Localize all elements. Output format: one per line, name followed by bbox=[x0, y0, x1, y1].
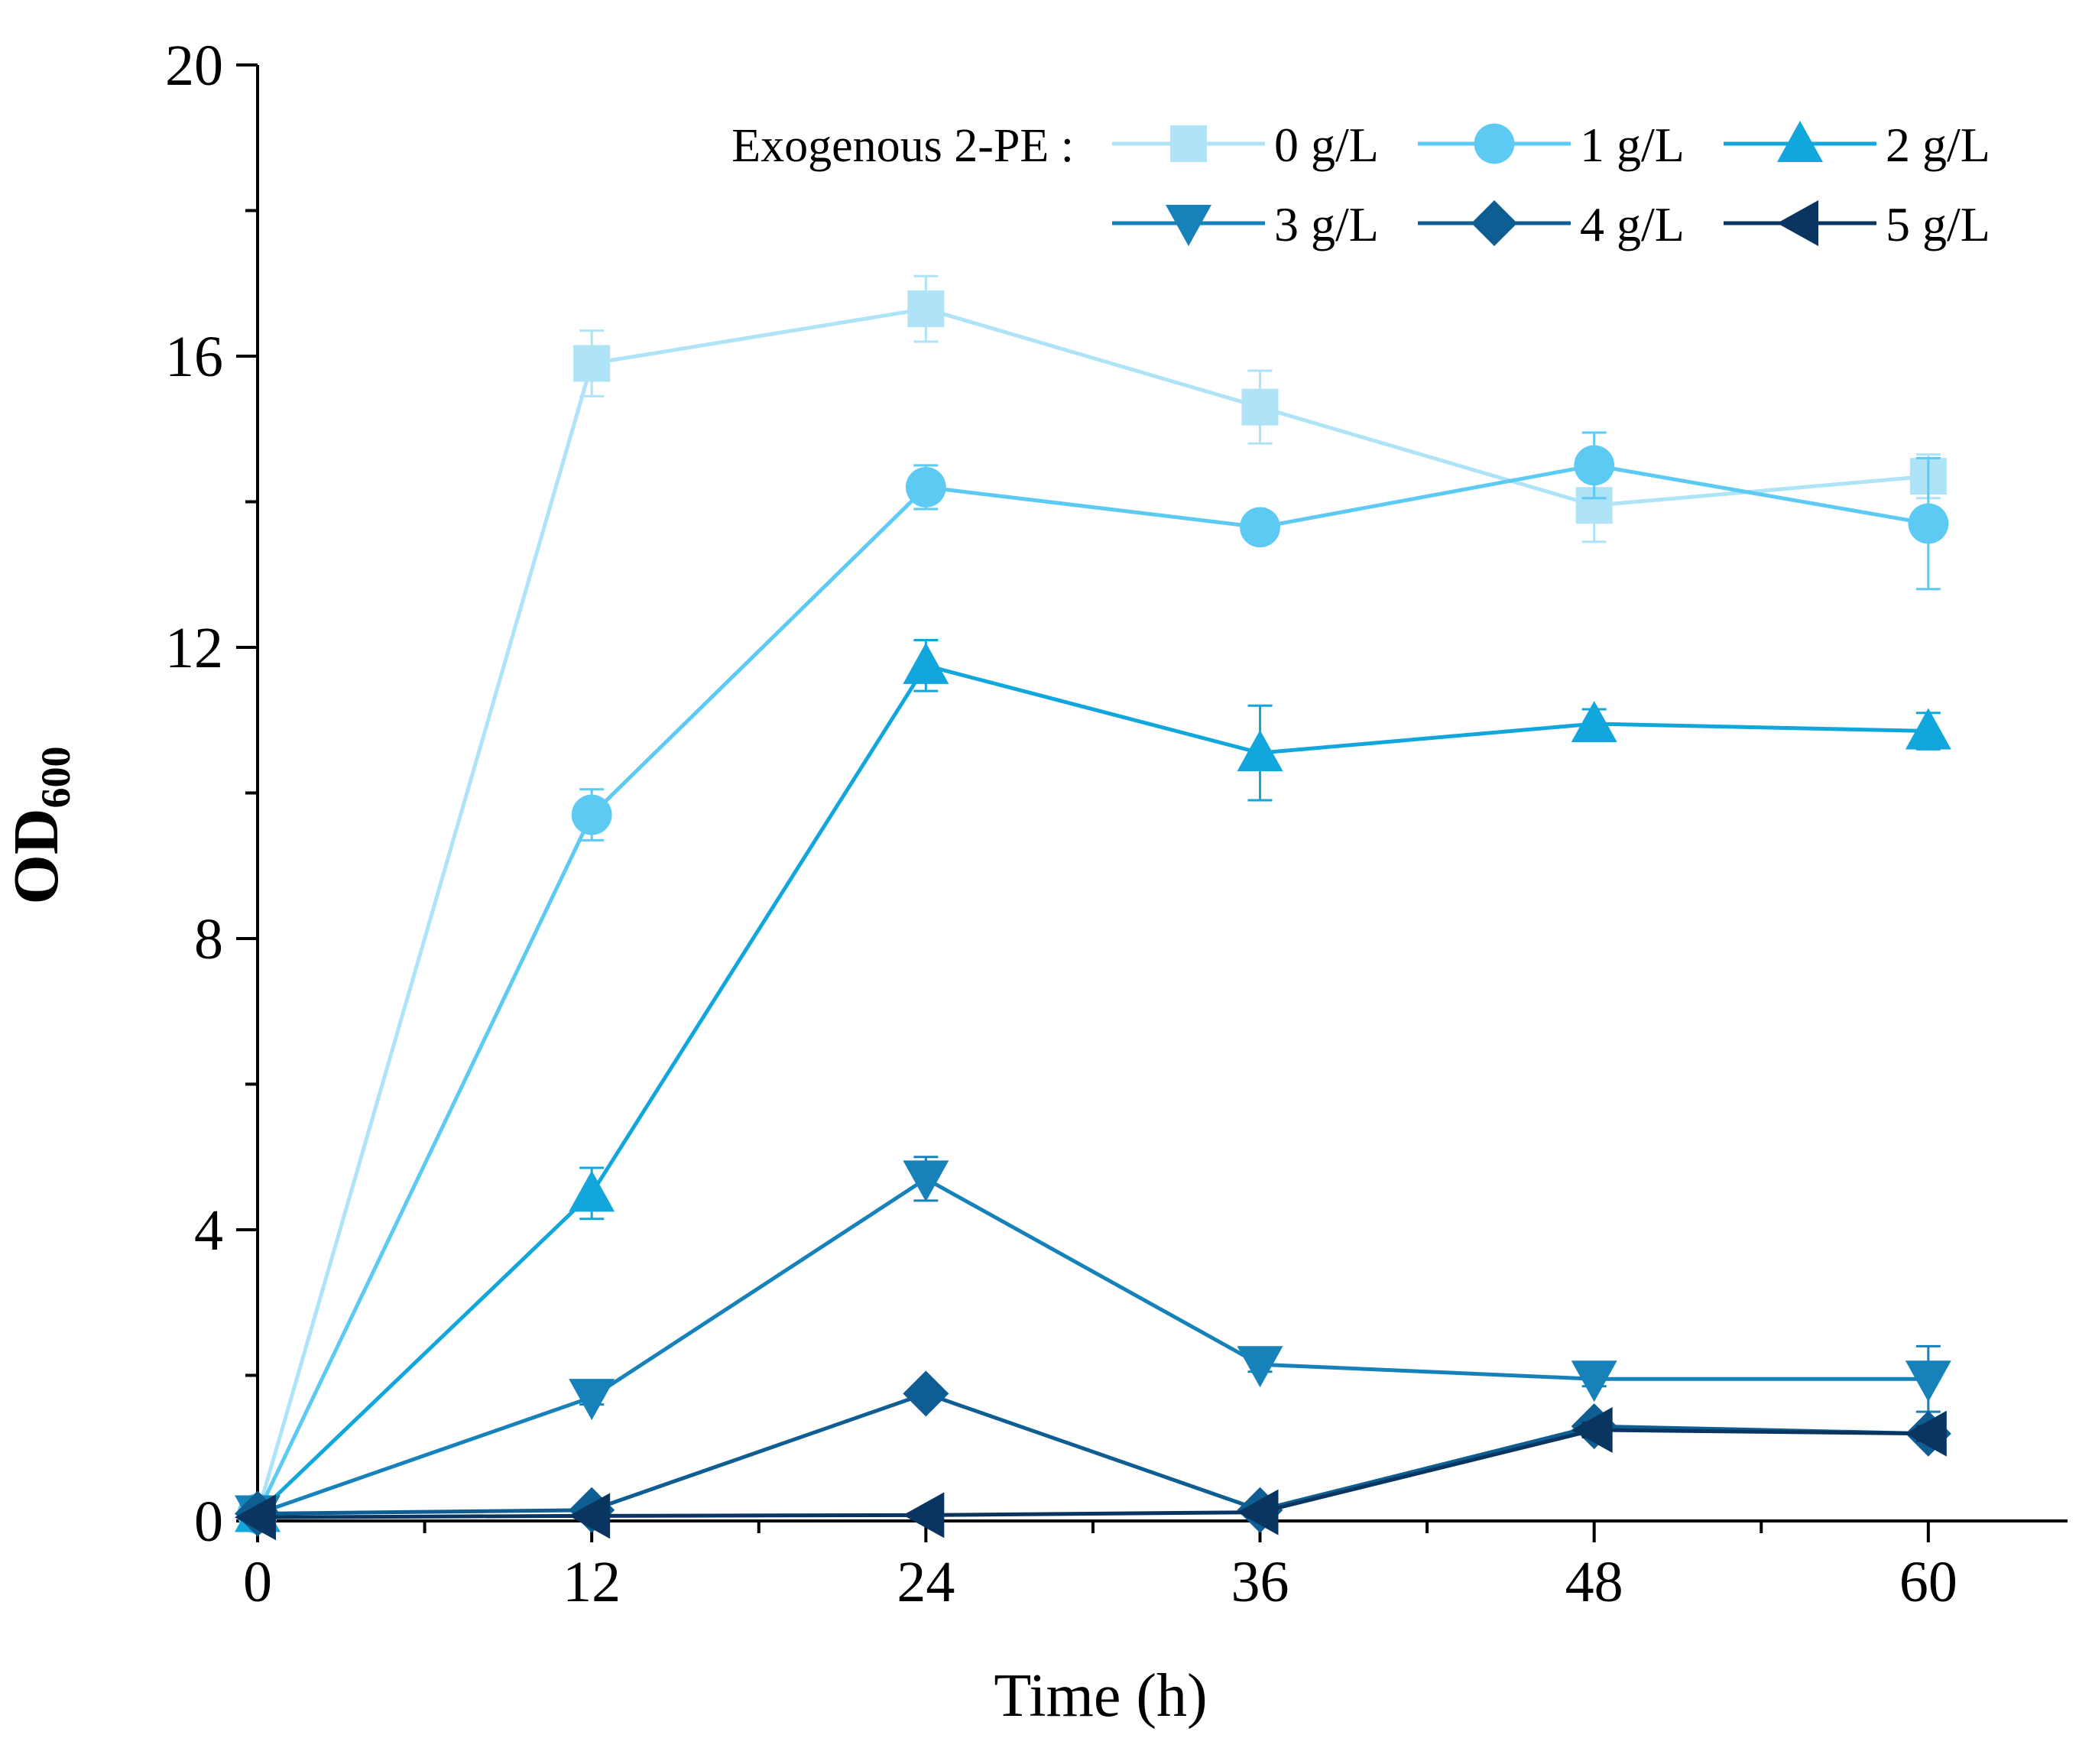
series-line bbox=[257, 1391, 1928, 1516]
x-tick-label: 48 bbox=[1565, 1550, 1623, 1614]
legend-marker bbox=[1777, 121, 1823, 162]
data-point bbox=[573, 345, 611, 382]
x-tick-label: 60 bbox=[1899, 1550, 1957, 1614]
y-tick-label: 4 bbox=[194, 1198, 223, 1263]
legend-label: 0 g/L bbox=[1274, 118, 1379, 172]
series-5 bbox=[235, 1406, 1947, 1541]
legend-marker bbox=[1170, 125, 1207, 162]
legend-marker bbox=[1474, 123, 1515, 164]
legend: Exogenous 2-PE : 0 g/L 1 g/L 2 g/L 3 g/L 4 g… bbox=[731, 118, 1990, 251]
data-point bbox=[907, 290, 945, 328]
y-tick-label: 0 bbox=[194, 1490, 223, 1554]
y-axis-label: OD600 bbox=[1, 747, 79, 905]
y-tick-label: 16 bbox=[165, 325, 223, 389]
data-point bbox=[235, 1494, 276, 1541]
data-point bbox=[1571, 1406, 1613, 1453]
data-point bbox=[1574, 445, 1615, 486]
data-point bbox=[1240, 507, 1280, 548]
legend-label: 3 g/L bbox=[1274, 197, 1379, 251]
data-point bbox=[569, 1170, 615, 1212]
data-point bbox=[1905, 708, 1951, 750]
series-line bbox=[257, 1176, 1928, 1516]
legend-label: 1 g/L bbox=[1580, 118, 1685, 172]
series-line bbox=[255, 463, 1929, 1515]
data-point bbox=[569, 1379, 615, 1421]
data-point bbox=[1905, 1410, 1947, 1457]
series-0 bbox=[239, 274, 1947, 1532]
y-axis-label-main: OD bbox=[1, 809, 72, 905]
data-point bbox=[903, 642, 949, 684]
legend-item: 4 g/L bbox=[1418, 197, 1685, 251]
legend-marker bbox=[1471, 200, 1517, 246]
data-point bbox=[1908, 503, 1949, 544]
legend-label: 5 g/L bbox=[1886, 197, 1990, 251]
data-point bbox=[1237, 1489, 1279, 1535]
data-point bbox=[1905, 1360, 1951, 1402]
series-layer bbox=[235, 274, 1951, 1541]
series-line bbox=[256, 663, 1928, 1516]
x-tick-label: 24 bbox=[897, 1550, 955, 1614]
data-point bbox=[1237, 1346, 1283, 1388]
series-4 bbox=[235, 1370, 1951, 1537]
data-point bbox=[903, 1160, 949, 1202]
y-axis-label-subscript: 600 bbox=[33, 747, 79, 809]
legend-item: 0 g/L bbox=[1112, 118, 1379, 172]
data-point bbox=[903, 1492, 945, 1539]
data-point bbox=[571, 794, 612, 835]
data-point bbox=[569, 1493, 611, 1539]
x-tick-label: 0 bbox=[243, 1550, 272, 1614]
data-point bbox=[903, 1370, 949, 1417]
data-point bbox=[1571, 701, 1617, 743]
data-point bbox=[905, 467, 946, 507]
y-tick-label: 20 bbox=[165, 34, 223, 98]
x-tick-label: 12 bbox=[563, 1550, 621, 1614]
data-point bbox=[1237, 730, 1283, 772]
data-point bbox=[1571, 1360, 1617, 1402]
y-tick-label: 8 bbox=[194, 907, 223, 971]
series-line bbox=[255, 306, 1929, 1515]
legend-item: 5 g/L bbox=[1724, 197, 1990, 251]
series-2 bbox=[235, 638, 1951, 1532]
legend-title: Exogenous 2-PE : bbox=[731, 120, 1074, 172]
legend-marker bbox=[1777, 200, 1818, 246]
legend-item: 3 g/L bbox=[1112, 197, 1379, 251]
legend-item: 2 g/L bbox=[1724, 118, 1990, 172]
x-axis-label: Time (h) bbox=[994, 1662, 1207, 1730]
x-tick-label: 36 bbox=[1231, 1550, 1289, 1614]
legend-label: 2 g/L bbox=[1886, 118, 1990, 172]
series-3 bbox=[235, 1156, 1951, 1537]
legend-label: 4 g/L bbox=[1580, 197, 1685, 251]
y-tick-label: 12 bbox=[165, 616, 223, 680]
series-line bbox=[257, 1428, 1928, 1519]
legend-marker bbox=[1166, 205, 1211, 246]
legend-item: 1 g/L bbox=[1418, 118, 1685, 172]
data-point bbox=[1241, 388, 1279, 426]
series-1 bbox=[237, 431, 1949, 1534]
